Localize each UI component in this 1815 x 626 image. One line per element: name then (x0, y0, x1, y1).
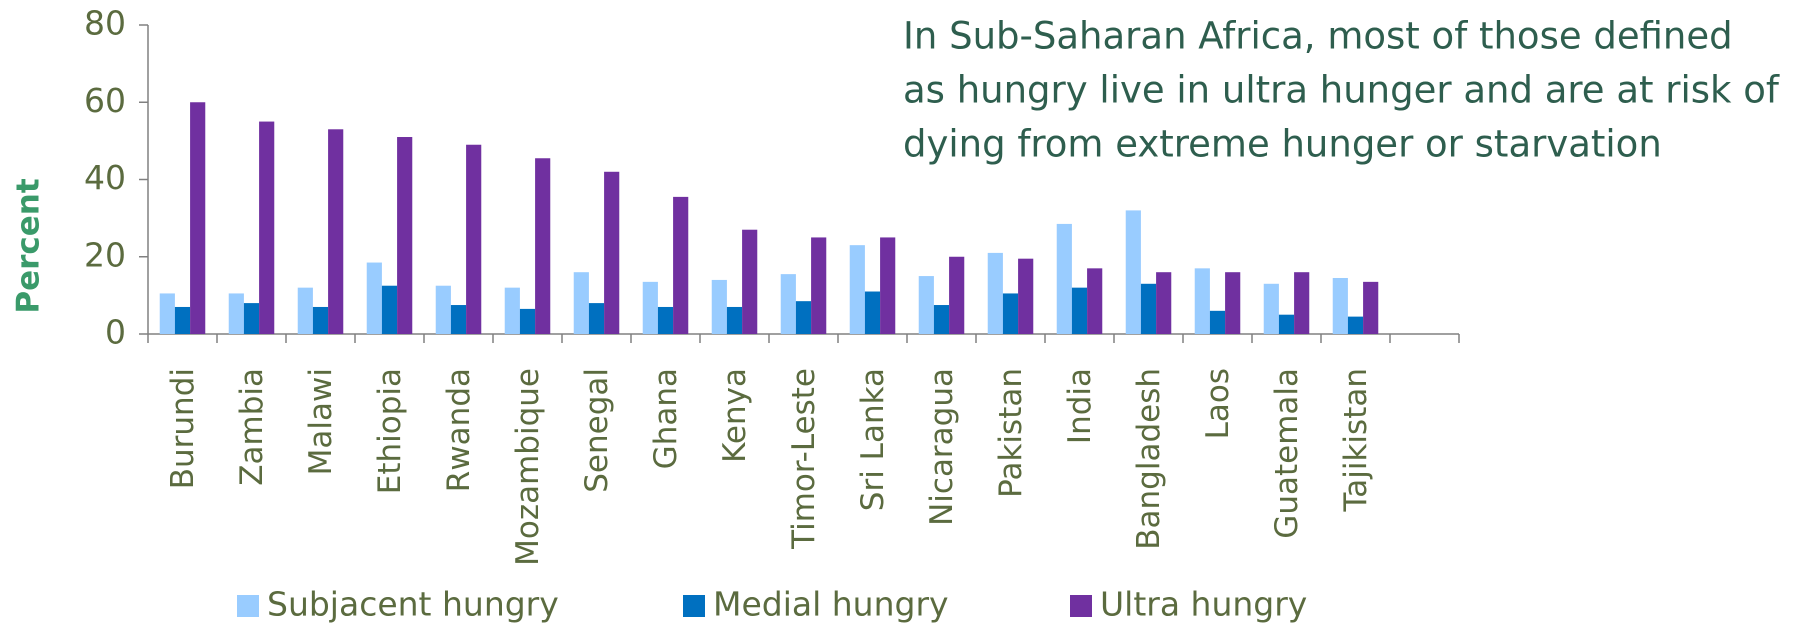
annotation: as hungry live in ultra hunger and are a… (903, 69, 1780, 112)
x-tick-label: Rwanda (441, 368, 477, 492)
y-tick-label: 0 (105, 313, 126, 352)
legend-swatch (683, 595, 705, 617)
bar (1056, 223, 1072, 334)
x-tick-label: Laos (1200, 368, 1236, 439)
x-tick-label: Timor-Leste (786, 368, 822, 550)
bar (381, 285, 398, 334)
bar (1194, 268, 1210, 334)
bar (711, 279, 727, 334)
x-tick-label: Ethiopia (372, 368, 408, 494)
bar (1140, 283, 1157, 334)
bar (742, 229, 758, 334)
y-tick-label: 40 (84, 158, 126, 197)
bar (1278, 314, 1295, 334)
x-tick-label: Sri Lanka (855, 368, 891, 511)
legend-label: Medial hungry (713, 585, 949, 624)
bar (864, 291, 881, 334)
x-tick-label: Zambia (234, 368, 270, 486)
bar (673, 196, 689, 334)
bar (504, 287, 520, 334)
x-tick-label: Mozambique (510, 368, 546, 566)
x-tick-label: Tajikistan (1338, 368, 1374, 513)
bar (918, 276, 934, 334)
x-tick-label: Ghana (648, 368, 684, 469)
bar (604, 171, 620, 334)
bar (1263, 283, 1279, 334)
bar (933, 305, 950, 334)
x-tick-label: Bangladesh (1131, 368, 1167, 550)
bar (328, 129, 344, 334)
bar (312, 306, 329, 334)
bar (535, 158, 551, 334)
x-tick-label: Malawi (303, 368, 339, 475)
bar (174, 306, 191, 334)
legend-swatch (1070, 595, 1092, 617)
bar (1018, 258, 1034, 334)
bar (397, 137, 413, 334)
bar (657, 306, 674, 334)
bar (588, 303, 605, 334)
annotation: In Sub-Saharan Africa, most of those def… (903, 15, 1733, 58)
bar (450, 305, 467, 334)
x-tick-label: Nicaragua (924, 368, 960, 526)
y-tick-label: 20 (84, 235, 126, 274)
legend-label: Ultra hungry (1100, 585, 1307, 624)
bar (435, 285, 451, 334)
bar (949, 256, 965, 334)
bar (259, 121, 275, 334)
bar (1071, 287, 1088, 334)
bar (1225, 272, 1241, 334)
y-tick-label: 80 (84, 4, 126, 43)
x-tick-label: Burundi (165, 368, 201, 489)
bar (1087, 268, 1103, 334)
bar (1125, 210, 1141, 334)
bar (366, 262, 382, 334)
x-tick-label: Guatemala (1269, 368, 1305, 539)
bar (795, 301, 812, 334)
x-tick-label: India (1062, 368, 1098, 444)
bar (573, 272, 589, 334)
bar (1002, 293, 1019, 334)
bar (1209, 310, 1226, 334)
bar (642, 281, 658, 334)
bar (1363, 281, 1379, 334)
bar (1347, 316, 1364, 334)
bar (726, 306, 743, 334)
bar (811, 237, 827, 334)
bar (159, 293, 175, 334)
bar (987, 252, 1003, 334)
x-tick-label: Pakistan (993, 368, 1029, 498)
legend-swatch (237, 595, 259, 617)
annotation: dying from extreme hunger or starvation (903, 123, 1662, 166)
y-tick-label: 60 (84, 81, 126, 120)
bar (466, 144, 482, 334)
x-tick-label: Senegal (579, 368, 615, 493)
bar (880, 237, 896, 334)
x-tick-label: Kenya (717, 368, 753, 463)
bar (519, 308, 536, 334)
bar (297, 287, 313, 334)
bar (190, 102, 206, 334)
bar (243, 303, 260, 334)
bar (780, 274, 796, 334)
bar (1332, 277, 1348, 334)
y-axis-label: Percent (11, 178, 47, 314)
bar (228, 293, 244, 334)
legend-label: Subjacent hungry (267, 585, 559, 624)
bar (849, 245, 865, 334)
bar (1156, 272, 1172, 334)
bar (1294, 272, 1310, 334)
